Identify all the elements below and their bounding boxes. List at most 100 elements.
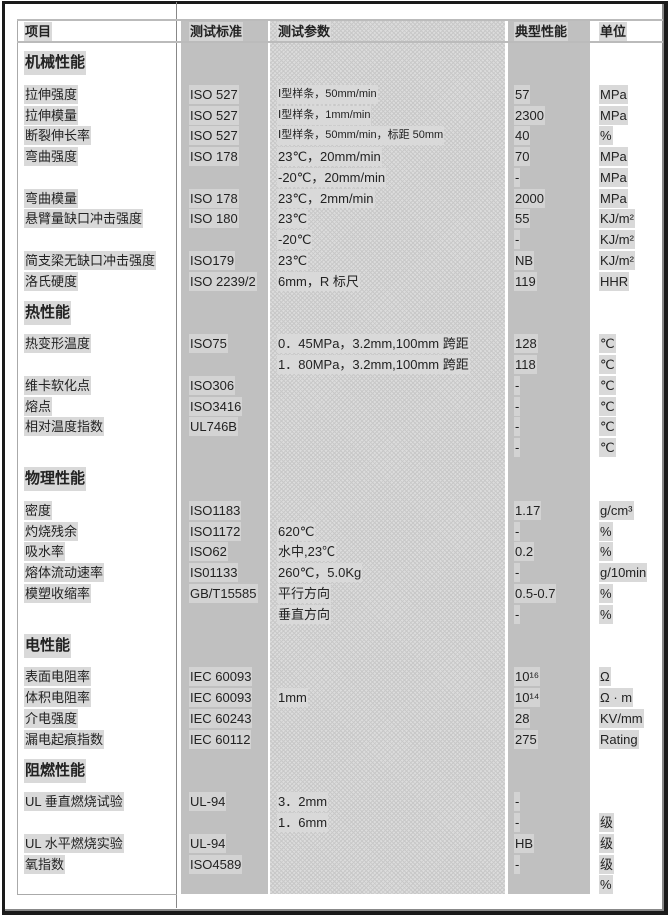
value-cell: 10¹⁴: [514, 688, 541, 708]
value-cell: -: [514, 417, 521, 437]
standard-cell: ISO 178: [189, 147, 239, 167]
value-cell: -: [514, 792, 521, 812]
standard-cell: IEC 60243: [189, 708, 253, 728]
header-typical: 典型性能: [514, 21, 569, 41]
table-row: 熔点 ISO3416 - ℃: [17, 396, 663, 417]
param-cell: 平行方向: [277, 583, 332, 603]
table-row: 弯曲强度 ISO 178 23℃，20mm/min 70 MPa: [17, 146, 663, 167]
properties-table: 项目 测试标准 测试参数 典型性能 单位 机械性能 拉伸强度 ISO 527 Ⅰ型样条…: [17, 20, 663, 895]
unit-cell: 级: [599, 813, 615, 833]
unit-cell: MPa: [599, 188, 628, 208]
standard-cell: IS01133: [189, 563, 239, 583]
unit-cell: KJ/m²: [599, 230, 635, 250]
param-cell: 260℃，5.0Kg: [277, 563, 363, 583]
param-cell: -20℃: [277, 230, 313, 250]
unit-cell: KJ/m²: [599, 250, 635, 270]
value-cell: 2300: [514, 105, 545, 125]
item-cell: 弯曲模量: [24, 188, 79, 208]
item-cell: 体积电阻率: [24, 688, 92, 708]
section-heading-row: 机械性能: [17, 42, 663, 84]
item-cell: 密度: [24, 500, 53, 520]
param-cell: 1mm: [277, 688, 308, 708]
standard-cell: UL-94: [189, 833, 227, 853]
standard-cell: IEC 60093: [189, 667, 253, 687]
table-row: -20℃，20mm/min - MPa: [17, 167, 663, 188]
table-row: 拉伸模量 ISO 527 Ⅰ型样条，1mm/min 2300 MPa: [17, 105, 663, 126]
table-header: 项目 测试标准 测试参数 典型性能 单位: [17, 20, 663, 42]
table-row: 灼烧残余 ISO1172 620℃ -%: [17, 521, 663, 542]
table-bottom-border: [17, 894, 177, 895]
value-cell: 128: [514, 334, 538, 354]
value-cell: -: [514, 375, 521, 395]
standard-cell: ISO 178: [189, 188, 239, 208]
param-cell: 620℃: [277, 521, 316, 541]
unit-cell: %: [599, 521, 613, 541]
param-cell: 6mm，R 标尺: [277, 271, 360, 291]
item-cell: 断裂伸长率: [24, 126, 92, 146]
table-row: 热变形温度 ISO75 0．45MPa，3.2mm,100mm 跨距 128 ℃: [17, 334, 663, 355]
value-cell: -: [514, 563, 521, 583]
param-cell: 1．6mm: [277, 813, 329, 833]
unit-cell: %: [599, 875, 613, 895]
standard-cell: ISO62: [189, 542, 228, 562]
unit-cell: 级: [599, 833, 615, 853]
table-row: 漏电起痕指数 IEC 60112 275 Rating: [17, 729, 663, 750]
item-cell: 相对温度指数: [24, 417, 105, 437]
unit-cell: MPa: [599, 167, 628, 187]
value-cell: 28: [514, 708, 531, 728]
table-row: 相对温度指数 UL746B - ℃: [17, 417, 663, 438]
unit-cell: MPa: [599, 105, 628, 125]
value-cell: NB: [514, 250, 535, 270]
item-cell: 模塑收缩率: [24, 583, 92, 603]
section-heading-row: 阻燃性能: [17, 750, 663, 792]
params-column-bg: [270, 20, 505, 894]
param-cell: 23℃: [277, 209, 309, 229]
standard-cell: ISO 180: [189, 209, 239, 229]
value-cell: 275: [514, 729, 538, 749]
unit-cell: ℃: [599, 334, 616, 354]
value-cell: 57: [514, 84, 531, 104]
item-cell: 吸水率: [24, 542, 66, 562]
unit-cell: MPa: [599, 147, 628, 167]
table-row: %: [17, 875, 663, 896]
value-cell: -: [514, 521, 521, 541]
standard-cell: ISO75: [189, 334, 228, 354]
table-row: 1．6mm - 级: [17, 812, 663, 833]
table-row: 垂直方向 -%: [17, 604, 663, 625]
header-item: 项目: [24, 21, 53, 41]
standard-cell: UL-94: [189, 792, 227, 812]
item-cell: 热变形温度: [24, 334, 92, 354]
unit-cell: ℃: [599, 438, 616, 458]
section-title: 机械性能: [24, 51, 87, 75]
item-cell: 漏电起痕指数: [24, 729, 105, 749]
param-cell: 23℃: [277, 250, 309, 270]
unit-cell: Rating: [599, 729, 639, 749]
table-row: - ℃: [17, 437, 663, 458]
param-cell: Ⅰ型样条，50mm/min: [277, 84, 378, 104]
unit-cell: HHR: [599, 271, 630, 291]
value-cell: -: [514, 396, 521, 416]
table-row: 表面电阻率 IEC 60093 10¹⁶ Ω: [17, 667, 663, 688]
unit-cell: ℃: [599, 375, 616, 395]
unit-cell: %: [599, 583, 613, 603]
standard-cell: ISO3416: [189, 396, 243, 416]
param-cell: 3．2mm: [277, 792, 329, 812]
divider: [176, 2, 177, 908]
value-cell: 2000: [514, 188, 545, 208]
table-row: 介电强度 IEC 60243 28 KV/mm: [17, 708, 663, 729]
value-cell: 1.17: [514, 500, 542, 520]
header-params: 测试参数: [277, 21, 332, 41]
table-row: 吸水率 ISO62 水中,23℃ 0.2%: [17, 542, 663, 563]
item-cell: 介电强度: [24, 708, 79, 728]
standard-cell: ISO 2239/2: [189, 271, 257, 291]
section-title: 热性能: [24, 300, 72, 325]
table-row: 弯曲模量 ISO 178 23℃，2mm/min 2000 MPa: [17, 188, 663, 209]
table-row: UL 垂直燃烧试验 UL-94 3．2mm -: [17, 792, 663, 813]
item-cell: 拉伸模量: [24, 105, 79, 125]
standard-cell: UL746B: [189, 417, 238, 437]
value-cell: 118: [514, 355, 537, 375]
standard-cell: IEC 60112: [189, 729, 252, 749]
item-cell: 氧指数: [24, 854, 66, 874]
table-row: 洛氏硬度 ISO 2239/2 6mm，R 标尺 119 HHR: [17, 271, 663, 292]
param-cell: 23℃，2mm/min: [277, 188, 375, 208]
